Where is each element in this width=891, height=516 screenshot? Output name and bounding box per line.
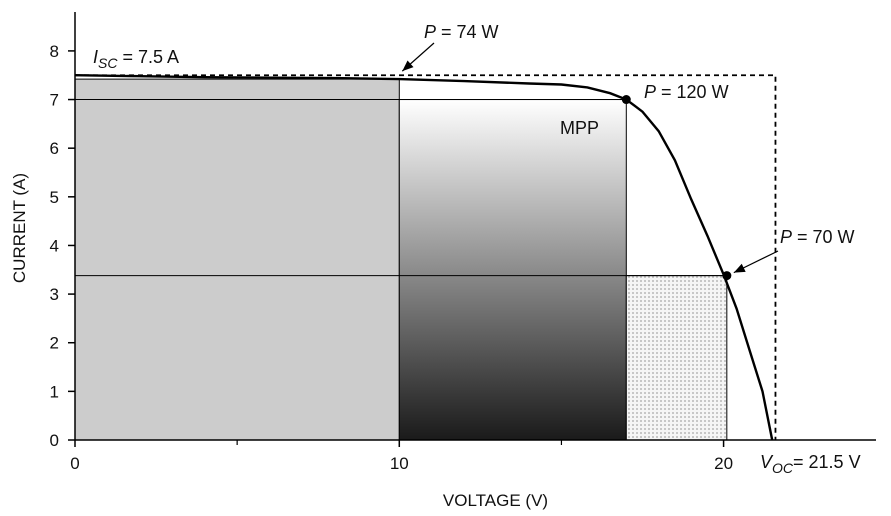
y-tick-label: 6 [50, 139, 59, 158]
p74-arrow [401, 42, 435, 72]
x-axis-title: VOLTAGE (V) [443, 491, 548, 510]
isc-symbol: I [93, 47, 98, 67]
p70-value: = 70 W [792, 227, 855, 247]
axes [74, 12, 876, 441]
mpp-label: MPP [560, 118, 599, 138]
p70-point [722, 271, 732, 281]
y-axis-ticks: 0 1 2 3 4 5 6 7 8 [50, 42, 75, 450]
voc-annotation: VOC= 21.5 V [760, 452, 861, 476]
p70-arrow [733, 250, 779, 274]
voc-value: = 21.5 V [793, 452, 861, 472]
power-rect-70w-dotted [625, 275, 728, 441]
p74-annotation: P = 74 W [424, 22, 499, 42]
p120-symbol: P [644, 82, 656, 102]
p74-value: = 74 W [436, 22, 499, 42]
p120-annotation: P = 120 W [644, 82, 729, 102]
y-tick-label: 4 [50, 236, 59, 255]
arrow-head [402, 60, 414, 72]
voc-symbol: V [760, 452, 774, 472]
iv-curve-line [74, 74, 774, 441]
voc-subscript: OC [772, 460, 794, 476]
p74-symbol: P [424, 22, 436, 42]
x-axis-ticks: 0 10 20 [70, 440, 733, 473]
p70-annotation: P = 70 W [780, 227, 855, 247]
y-tick-label: 8 [50, 42, 59, 61]
power-rect-120w-mpp [398, 99, 627, 441]
arrow-head [733, 263, 746, 273]
power-rect-74w [74, 78, 400, 441]
x-tick-label: 20 [714, 454, 733, 473]
isc-annotation: ISC = 7.5 A [93, 47, 179, 71]
isc-subscript: SC [98, 55, 118, 71]
y-tick-label: 1 [50, 382, 59, 401]
y-tick-label: 3 [50, 285, 59, 304]
x-tick-label: 10 [390, 454, 409, 473]
p70-symbol: P [780, 227, 792, 247]
x-tick-label: 0 [70, 454, 79, 473]
p120-value: = 120 W [656, 82, 729, 102]
y-tick-label: 2 [50, 334, 59, 353]
y-axis-title: CURRENT (A) [10, 173, 29, 283]
y-tick-label: 7 [50, 91, 59, 110]
mpp-point [621, 95, 631, 105]
isc-value: = 7.5 A [117, 47, 179, 67]
y-tick-label: 5 [50, 188, 59, 207]
y-tick-label: 0 [50, 431, 59, 450]
